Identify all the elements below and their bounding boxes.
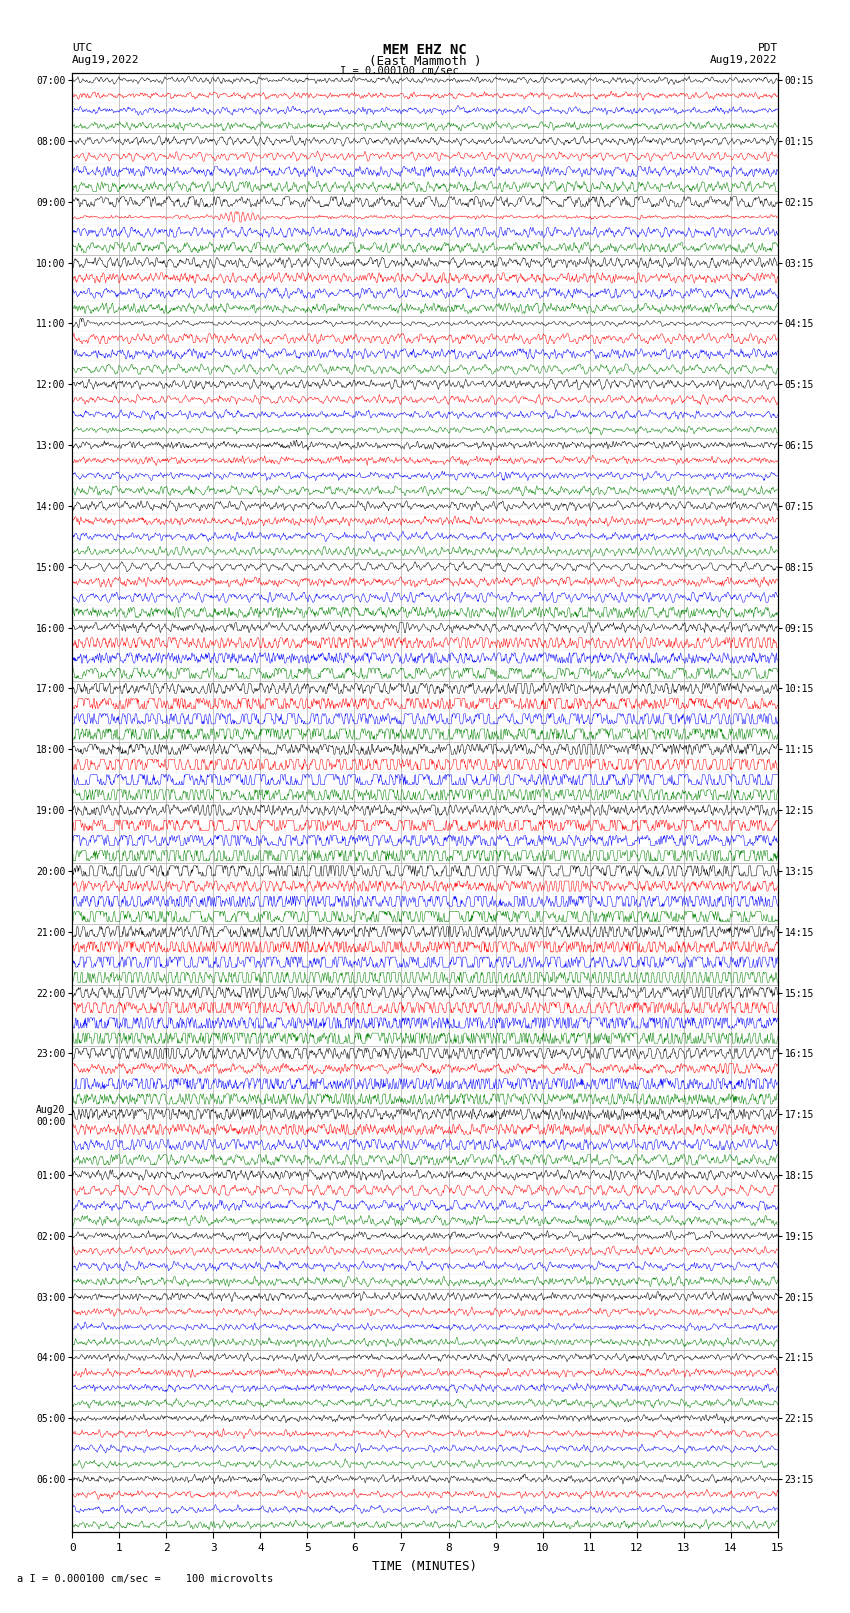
Text: Aug19,2022: Aug19,2022 <box>711 55 778 65</box>
Text: I = 0.000100 cm/sec: I = 0.000100 cm/sec <box>340 66 459 76</box>
Text: (East Mammoth ): (East Mammoth ) <box>369 55 481 68</box>
Text: Aug19,2022: Aug19,2022 <box>72 55 139 65</box>
Text: MEM EHZ NC: MEM EHZ NC <box>383 44 467 56</box>
Text: PDT: PDT <box>757 44 778 53</box>
X-axis label: TIME (MINUTES): TIME (MINUTES) <box>372 1560 478 1573</box>
Text: UTC: UTC <box>72 44 93 53</box>
Text: a I = 0.000100 cm/sec =    100 microvolts: a I = 0.000100 cm/sec = 100 microvolts <box>17 1574 273 1584</box>
